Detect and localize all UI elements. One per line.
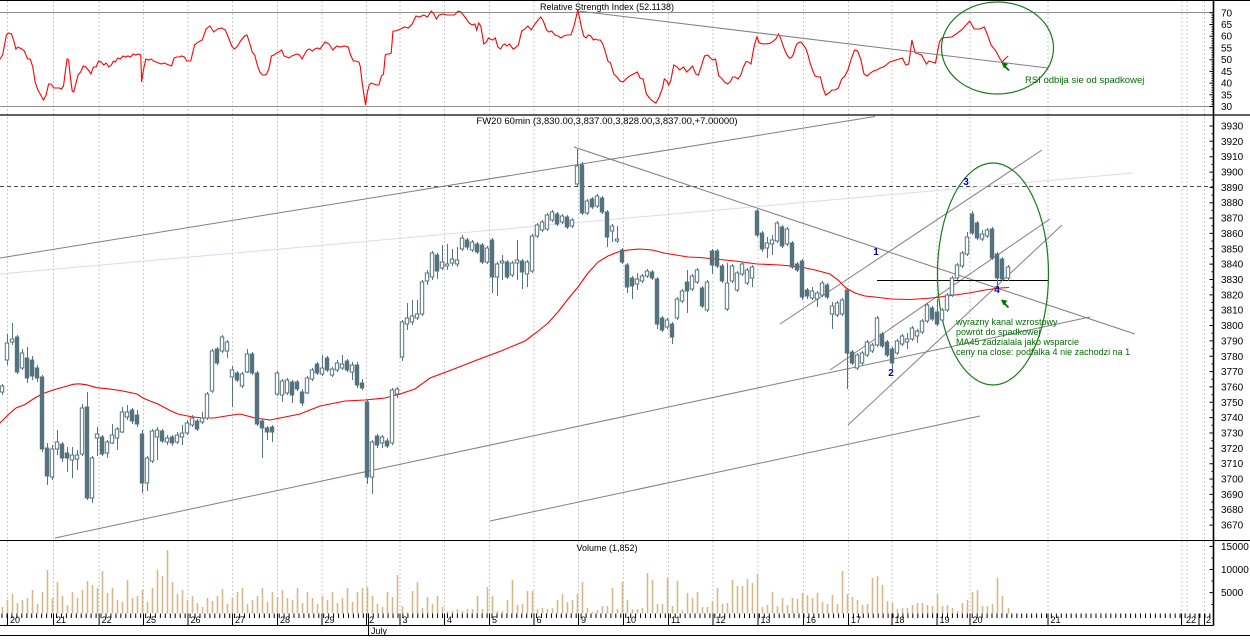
svg-text:3840: 3840 bbox=[1221, 260, 1244, 271]
svg-text:2: 2 bbox=[369, 615, 374, 625]
svg-text:60: 60 bbox=[1221, 32, 1233, 43]
svg-text:21: 21 bbox=[1051, 615, 1061, 625]
svg-text:2: 2 bbox=[1206, 615, 1211, 625]
svg-text:powrót do spadkowej: powrót do spadkowej bbox=[956, 327, 1041, 337]
svg-text:3850: 3850 bbox=[1221, 244, 1244, 255]
svg-text:12: 12 bbox=[716, 615, 726, 625]
svg-text:3910: 3910 bbox=[1221, 152, 1244, 163]
svg-text:35: 35 bbox=[1221, 90, 1233, 101]
svg-text:22: 22 bbox=[102, 615, 112, 625]
svg-text:3860: 3860 bbox=[1221, 229, 1244, 240]
svg-text:3790: 3790 bbox=[1221, 336, 1244, 347]
svg-text:10000: 10000 bbox=[1221, 565, 1249, 576]
svg-text:20: 20 bbox=[973, 615, 983, 625]
svg-text:3820: 3820 bbox=[1221, 290, 1244, 301]
svg-text:3920: 3920 bbox=[1221, 137, 1244, 148]
svg-text:17: 17 bbox=[851, 615, 861, 625]
svg-text:3810: 3810 bbox=[1221, 306, 1244, 317]
svg-text:3830: 3830 bbox=[1221, 275, 1244, 286]
svg-text:26: 26 bbox=[191, 615, 201, 625]
svg-text:3690: 3690 bbox=[1221, 490, 1244, 501]
svg-text:MA45 zadzialala jako wsparcie: MA45 zadzialala jako wsparcie bbox=[956, 337, 1079, 347]
svg-text:45: 45 bbox=[1221, 67, 1233, 78]
svg-text:3880: 3880 bbox=[1221, 198, 1244, 209]
svg-text:9: 9 bbox=[581, 615, 586, 625]
svg-text:RSI odbija sie od spadkowej: RSI odbija sie od spadkowej bbox=[1025, 75, 1144, 86]
svg-text:19: 19 bbox=[940, 615, 950, 625]
svg-text:3720: 3720 bbox=[1221, 444, 1244, 455]
svg-text:3: 3 bbox=[403, 615, 408, 625]
svg-text:wyrazny kanal wzrostowy: wyrazny kanal wzrostowy bbox=[955, 317, 1058, 327]
svg-text:Relative Strength Index (52.11: Relative Strength Index (52.1138) bbox=[540, 2, 674, 12]
svg-text:3890: 3890 bbox=[1221, 183, 1244, 194]
svg-text:20: 20 bbox=[10, 615, 20, 625]
svg-text:FW20 60min (3,830.00,3,837.00,: FW20 60min (3,830.00,3,837.00,3,828.00,3… bbox=[476, 116, 737, 127]
svg-text:3750: 3750 bbox=[1221, 398, 1244, 409]
svg-text:3740: 3740 bbox=[1221, 413, 1244, 424]
svg-text:3930: 3930 bbox=[1221, 122, 1244, 133]
svg-text:16: 16 bbox=[806, 615, 816, 625]
svg-text:5000: 5000 bbox=[1221, 588, 1244, 599]
svg-text:4: 4 bbox=[994, 285, 1000, 296]
svg-text:15000: 15000 bbox=[1221, 542, 1249, 553]
svg-text:ceny na close: podfalka 4 nie: ceny na close: podfalka 4 nie zachodzi n… bbox=[956, 347, 1130, 357]
svg-text:5: 5 bbox=[492, 615, 497, 625]
svg-text:July: July bbox=[371, 626, 388, 636]
svg-text:3770: 3770 bbox=[1221, 367, 1244, 378]
svg-text:6: 6 bbox=[537, 615, 542, 625]
svg-text:3680: 3680 bbox=[1221, 505, 1244, 516]
svg-text:55: 55 bbox=[1221, 43, 1233, 54]
svg-text:Volume (1,852): Volume (1,852) bbox=[576, 543, 637, 553]
svg-text:30: 30 bbox=[1221, 102, 1233, 113]
svg-text:40: 40 bbox=[1221, 79, 1233, 90]
svg-text:10: 10 bbox=[626, 615, 636, 625]
svg-text:3730: 3730 bbox=[1221, 429, 1244, 440]
svg-text:3: 3 bbox=[963, 177, 969, 188]
svg-text:65: 65 bbox=[1221, 20, 1233, 31]
svg-text:28: 28 bbox=[280, 615, 290, 625]
svg-text:22: 22 bbox=[1186, 615, 1196, 625]
svg-text:2: 2 bbox=[888, 368, 894, 379]
svg-text:3710: 3710 bbox=[1221, 459, 1244, 470]
svg-text:1: 1 bbox=[873, 247, 879, 258]
svg-text:50: 50 bbox=[1221, 55, 1233, 66]
svg-text:25: 25 bbox=[146, 615, 156, 625]
svg-text:21: 21 bbox=[56, 615, 66, 625]
svg-text:3800: 3800 bbox=[1221, 321, 1244, 332]
svg-text:3900: 3900 bbox=[1221, 168, 1244, 179]
svg-text:4: 4 bbox=[447, 615, 452, 625]
svg-text:3780: 3780 bbox=[1221, 352, 1244, 363]
svg-text:70: 70 bbox=[1221, 8, 1233, 19]
svg-text:27: 27 bbox=[235, 615, 245, 625]
svg-text:13: 13 bbox=[761, 615, 771, 625]
svg-text:3870: 3870 bbox=[1221, 214, 1244, 225]
svg-text:3670: 3670 bbox=[1221, 521, 1244, 532]
svg-text:29: 29 bbox=[325, 615, 335, 625]
svg-text:18: 18 bbox=[895, 615, 905, 625]
svg-text:11: 11 bbox=[671, 615, 680, 625]
svg-text:3760: 3760 bbox=[1221, 382, 1244, 393]
svg-text:3700: 3700 bbox=[1221, 475, 1244, 486]
